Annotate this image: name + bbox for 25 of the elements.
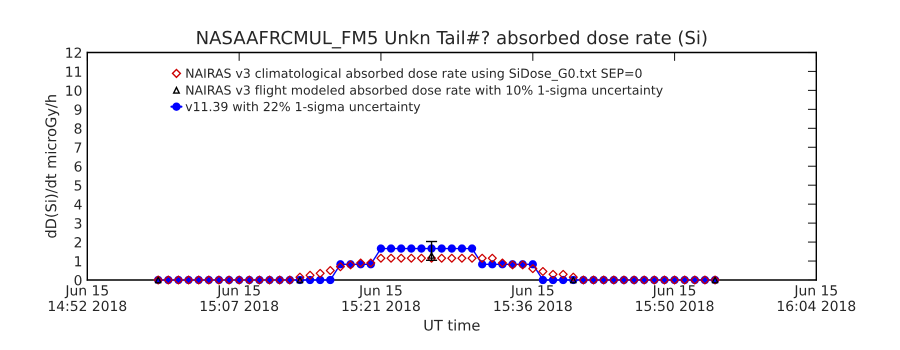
x-tick-label: Jun 15 14:52 2018: [48, 285, 126, 312]
y-tick-label: 7: [74, 142, 82, 153]
y-tick-label: 8: [74, 123, 82, 134]
y-tick-label: 2: [74, 237, 82, 248]
y-tick-label: 4: [74, 199, 82, 210]
y-tick-label: 12: [66, 47, 82, 58]
y-tick-label: 10: [66, 85, 82, 96]
x-tick-label: Jun 15 15:07 2018: [200, 285, 278, 312]
y-tick-label: 3: [74, 218, 82, 229]
y-tick-label: 5: [74, 180, 82, 191]
y-tick-label: 9: [74, 104, 82, 115]
chart-title: NASAAFRCMUL_FM5 Unkn Tail#? absorbed dose rate (Si): [197, 30, 706, 48]
x-tick-label: Jun 15 15:50 2018: [636, 285, 714, 312]
x-axis-title: UT time: [424, 319, 480, 331]
legend-label: NAIRAS v3 climatological absorbed dose rate using SiDose_G0.txt SEP=0: [186, 68, 642, 81]
y-tick-label: 6: [74, 161, 82, 172]
y-axis-title: dD(Si)/dt microGy/h: [45, 95, 60, 238]
y-tick-label: 0: [74, 274, 82, 286]
x-tick-label: Jun 15 16:04 2018: [778, 285, 856, 312]
y-tick-label: 1: [75, 256, 82, 266]
y-tick-label: 11: [66, 66, 82, 77]
x-tick-label: Jun 15 15:21 2018: [342, 285, 420, 312]
legend-label: v11.39 with 22% 1-sigma uncertainty: [186, 102, 420, 114]
legend-label: NAIRAS v3 flight modeled absorbed dose rate with 10% 1-sigma uncertainty: [186, 85, 663, 98]
x-tick-label: Jun 15 15:36 2018: [494, 285, 572, 312]
